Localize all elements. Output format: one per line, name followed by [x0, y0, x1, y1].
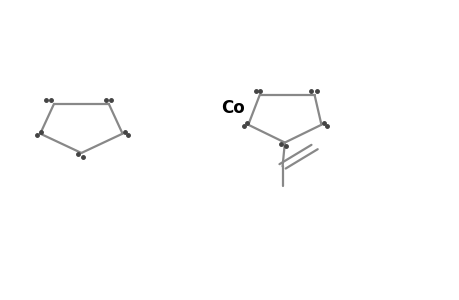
Text: Co: Co	[221, 99, 245, 117]
